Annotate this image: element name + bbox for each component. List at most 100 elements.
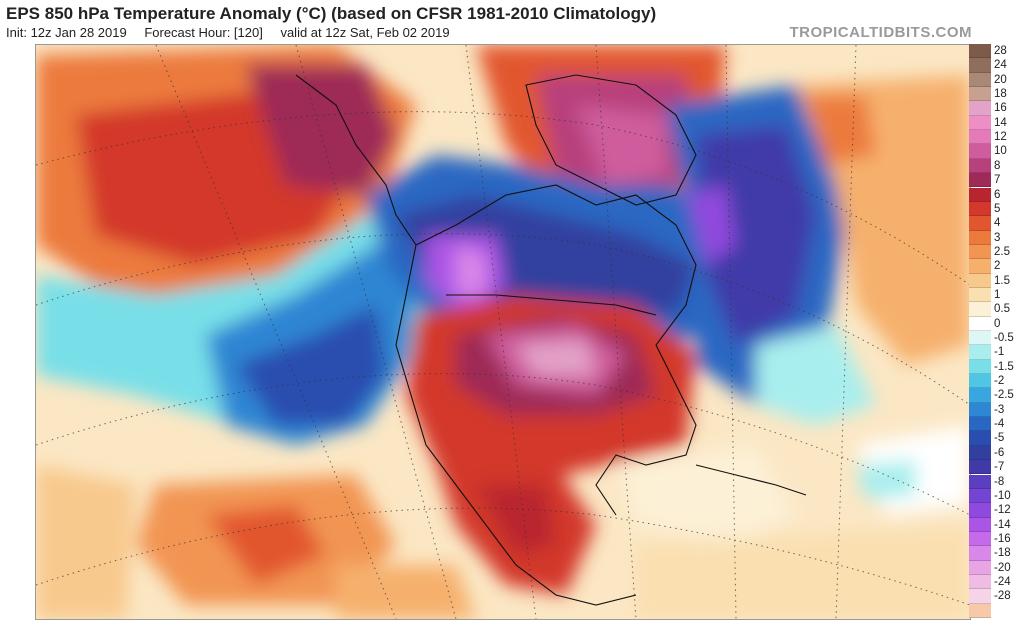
legend-label: -5: [994, 432, 1005, 445]
legend-label: -8: [994, 475, 1005, 488]
legend-entry: -3: [969, 402, 1024, 418]
init-time: Init: 12z Jan 28 2019: [6, 25, 127, 40]
legend-entry: 16: [969, 101, 1024, 116]
legend-swatch: [969, 445, 991, 461]
legend-entry: -5: [969, 431, 1024, 446]
legend-entry: -2.5: [969, 388, 1024, 403]
graticule: [36, 45, 970, 619]
legend-label: 5: [994, 202, 1001, 215]
chart-subtitle: Init: 12z Jan 28 2019 Forecast Hour: [12…: [6, 25, 464, 40]
legend-swatch: [969, 474, 991, 489]
legend-swatch: [969, 302, 991, 317]
legend-entry: 12: [969, 130, 1024, 145]
legend-label: 0.5: [994, 303, 1010, 316]
legend-entry: 28: [969, 44, 1024, 59]
legend-entry: -4: [969, 417, 1024, 432]
legend-swatch: [969, 388, 991, 403]
legend-entry: -6: [969, 445, 1024, 461]
anomaly-map: [35, 44, 971, 620]
legend-swatch: [969, 287, 991, 303]
legend-label: 7: [994, 174, 1001, 187]
legend-entry: -0.5: [969, 331, 1024, 346]
legend-entry: 24: [969, 58, 1024, 73]
legend-entry: 8: [969, 158, 1024, 174]
legend-swatch: [969, 417, 991, 432]
legend-swatch: [969, 488, 991, 504]
legend-label: -12: [994, 504, 1011, 517]
legend-entry: 1.5: [969, 273, 1024, 288]
legend-label: 3: [994, 231, 1001, 244]
legend-label: -14: [994, 518, 1011, 531]
legend-entry: 14: [969, 115, 1024, 131]
legend-entry: -24: [969, 574, 1024, 590]
valid-time: valid at 12z Sat, Feb 02 2019: [280, 25, 450, 40]
legend-label: 18: [994, 88, 1007, 101]
brand-watermark: TROPICALTIDBITS.COM: [789, 24, 972, 41]
legend-label: 2: [994, 260, 1001, 273]
legend-label: -18: [994, 547, 1011, 560]
legend-entry: 20: [969, 72, 1024, 88]
legend-entry: 0.5: [969, 302, 1024, 317]
legend-label: 6: [994, 188, 1001, 201]
legend-label: -2.5: [994, 389, 1014, 402]
legend-swatch: [969, 173, 991, 188]
legend-label: -4: [994, 418, 1005, 431]
legend-label: -6: [994, 446, 1005, 459]
legend-swatch: [969, 331, 991, 346]
legend-swatch: [969, 101, 991, 116]
legend-entry: -12: [969, 503, 1024, 518]
legend-swatch: [969, 374, 991, 389]
legend-swatch: [969, 431, 991, 446]
color-legend: 28 24 20 18 16 14 12 10 8 7 6 5 4 3 2.5 2 1.5 1 0.5 0 -0.5 -1…: [969, 44, 1024, 618]
legend-swatch: [969, 230, 991, 245]
legend-entry: -7: [969, 460, 1024, 475]
legend-swatch: [969, 58, 991, 73]
legend-swatch: [969, 201, 991, 217]
legend-swatch: [969, 574, 991, 590]
legend-swatch: [969, 316, 991, 331]
legend-swatch: [969, 517, 991, 532]
legend-swatch: [969, 546, 991, 561]
legend-label: 10: [994, 145, 1007, 158]
legend-entry: 1: [969, 287, 1024, 303]
legend-label: -24: [994, 575, 1011, 588]
legend-entry: 18: [969, 87, 1024, 102]
legend-swatch: [969, 402, 991, 418]
legend-label: 14: [994, 116, 1007, 129]
legend-swatch: [969, 503, 991, 518]
legend-entry: 2.5: [969, 244, 1024, 260]
legend-label: -20: [994, 561, 1011, 574]
legend-entry: 3: [969, 230, 1024, 245]
legend-label: -16: [994, 532, 1011, 545]
legend-entry: -18: [969, 546, 1024, 561]
legend-entry: 10: [969, 144, 1024, 159]
legend-label: 16: [994, 102, 1007, 115]
legend-label: -1.5: [994, 360, 1014, 373]
legend-entry: 7: [969, 173, 1024, 188]
legend-swatch: [969, 144, 991, 159]
legend-entry: -20: [969, 560, 1024, 575]
legend-swatch: [969, 72, 991, 88]
legend-entry: -8: [969, 474, 1024, 489]
legend-label: -28: [994, 590, 1011, 603]
chart-title: EPS 850 hPa Temperature Anomaly (°C) (ba…: [6, 4, 657, 23]
legend-label: -10: [994, 489, 1011, 502]
legend-label: 28: [994, 45, 1007, 57]
legend-entry: [969, 603, 1024, 618]
legend-label: 1.5: [994, 274, 1010, 287]
legend-swatch: [969, 603, 991, 618]
legend-label: -0.5: [994, 332, 1014, 344]
legend-entry: 5: [969, 201, 1024, 217]
legend-label: 8: [994, 159, 1001, 172]
legend-swatch: [969, 560, 991, 575]
legend-swatch: [969, 259, 991, 274]
legend-swatch: [969, 460, 991, 475]
legend-entry: -16: [969, 531, 1024, 547]
legend-label: 4: [994, 217, 1001, 230]
legend-label: 20: [994, 73, 1007, 86]
legend-label: 2.5: [994, 245, 1010, 258]
legend-swatch: [969, 158, 991, 174]
legend-swatch: [969, 44, 991, 59]
legend-entry: 6: [969, 187, 1024, 202]
legend-swatch: [969, 273, 991, 288]
